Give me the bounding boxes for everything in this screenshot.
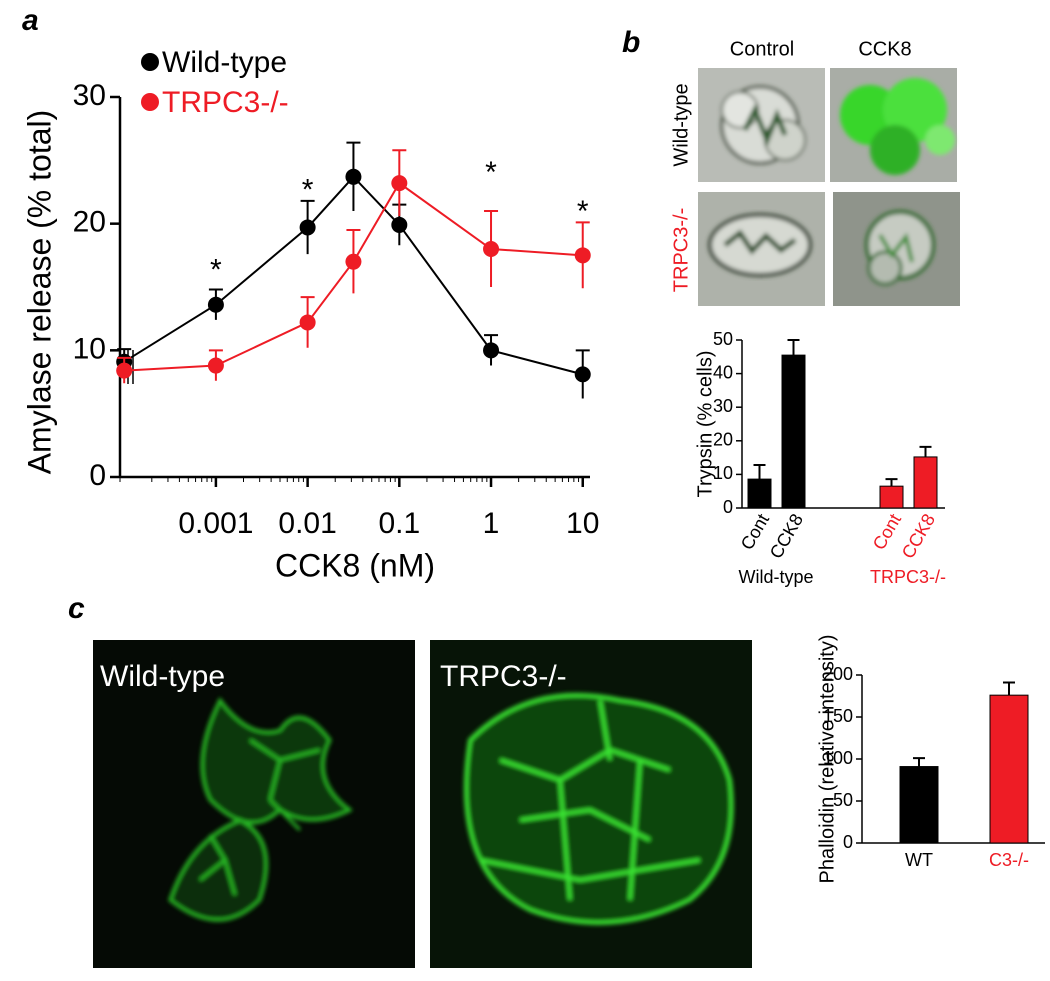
y-tick-label: 30: [73, 79, 106, 112]
x-tick-label: 0.001: [178, 507, 253, 540]
image-label: Wild-type: [100, 660, 225, 693]
bar: [989, 694, 1029, 844]
data-point: [207, 357, 224, 374]
x-tick-label: WT: [905, 850, 933, 870]
y-tick-label: 20: [73, 206, 106, 239]
y-tick-label: 100: [823, 748, 853, 768]
y-tick-label: 50: [713, 329, 733, 349]
significance-marker: *: [210, 253, 222, 286]
y-tick-label: 150: [823, 706, 853, 726]
data-point: [574, 247, 591, 264]
y-tick-label: 0: [89, 459, 106, 492]
legend-marker: [141, 93, 159, 111]
panel-letter: b: [622, 26, 640, 59]
error-bar: [1003, 681, 1015, 696]
y-axis-label: Amylase release (% total): [21, 110, 57, 475]
bar: [879, 485, 904, 509]
y-tick-label: 30: [713, 396, 733, 416]
bar: [899, 766, 939, 844]
y-axis-label: Phalloidin (relative intensity): [816, 634, 838, 883]
x-tick-label: C3-/-: [989, 850, 1029, 870]
legend-marker: [141, 53, 159, 71]
data-point: [391, 216, 408, 233]
bar: [781, 354, 806, 509]
x-tick-label: CCK8: [766, 510, 807, 562]
x-tick-label: 0.01: [278, 507, 336, 540]
x-tick-label: CCK8: [898, 510, 939, 562]
error-bar: [885, 478, 898, 487]
image-label: TRPC3-/-: [440, 660, 567, 693]
data-point: [345, 168, 362, 185]
data-point: [299, 314, 316, 331]
x-tick-label: 0.1: [378, 507, 420, 540]
bar: [747, 478, 772, 509]
panel-letter: a: [22, 4, 39, 37]
significance-marker: *: [302, 174, 314, 207]
panel-letter: c: [68, 592, 85, 625]
group-label: TRPC3-/-: [870, 567, 946, 587]
y-tick-label: 0: [723, 497, 733, 517]
significance-marker: *: [577, 195, 589, 228]
y-tick-label: 40: [713, 362, 733, 382]
y-tick-label: 50: [833, 790, 853, 810]
y-axis-label: Trypsin (% cells): [694, 350, 716, 497]
error-bar: [919, 445, 932, 457]
y-tick-label: 200: [823, 664, 853, 684]
data-point: [483, 241, 500, 257]
data-point: [207, 296, 224, 313]
data-point: [299, 219, 316, 236]
data-point: [391, 175, 408, 192]
x-axis-label: CCK8 (nM): [275, 547, 435, 583]
legend-label: TRPC3-/-: [162, 86, 289, 119]
data-point: [345, 253, 362, 270]
y-tick-label: 10: [713, 463, 733, 483]
significance-marker: *: [485, 156, 497, 189]
micrograph-grid: [698, 68, 960, 306]
error-bar: [913, 757, 925, 767]
data-point: [483, 342, 500, 359]
row-label: TRPC3-/-: [670, 208, 692, 292]
y-tick-label: 10: [73, 332, 106, 365]
row-label: Wild-type: [670, 83, 692, 166]
column-label: Control: [730, 38, 794, 60]
x-tick-label: 1: [483, 507, 500, 540]
data-point: [574, 366, 591, 383]
y-tick-label: 0: [843, 832, 853, 852]
x-tick-label: 10: [566, 507, 599, 540]
y-tick-label: 20: [713, 430, 733, 450]
data-point: [116, 362, 133, 379]
error-bar: [753, 463, 766, 480]
bar: [913, 456, 938, 509]
column-label: CCK8: [858, 38, 911, 60]
group-label: Wild-type: [738, 567, 813, 587]
legend-label: Wild-type: [162, 46, 287, 79]
error-bar: [787, 339, 800, 356]
